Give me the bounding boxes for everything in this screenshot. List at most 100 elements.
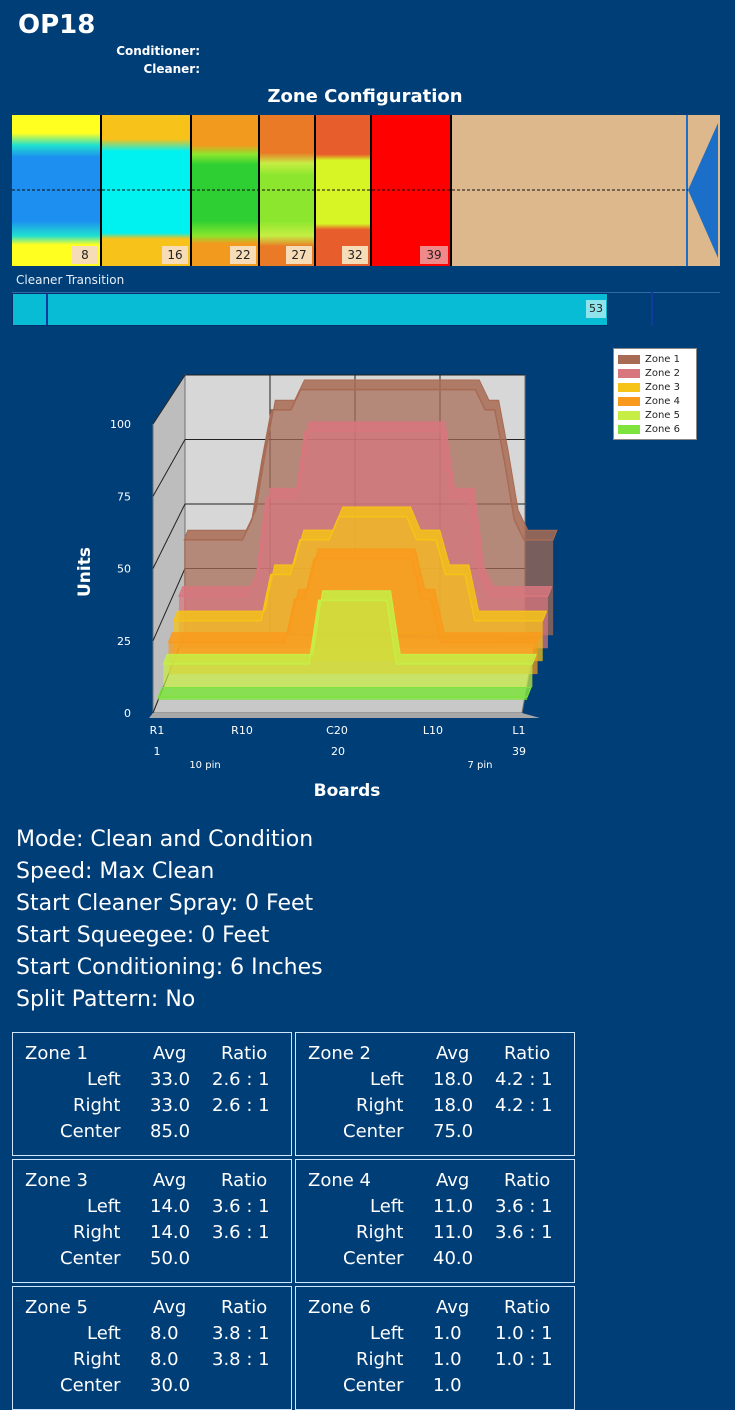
- setting-start-cleaner-spray: Start Cleaner Spray: 0 Feet: [16, 891, 314, 916]
- zone-table: Zone 3 Avg Ratio Left 14.0 3.6 : 1 Right 14.0 3.…: [12, 1159, 292, 1283]
- legend-swatch: [618, 410, 640, 420]
- zone-table-left-ratio: 2.6 : 1: [212, 1069, 270, 1090]
- y-axis-label: Units: [75, 547, 95, 597]
- zone-table-left-label: Left: [87, 1323, 121, 1344]
- zone-table-left-avg: 33.0: [150, 1069, 191, 1090]
- zone-2-fill: [102, 115, 190, 266]
- zone-4-end-board: 27: [286, 246, 312, 264]
- zone-table-right-ratio: 2.6 : 1: [212, 1095, 270, 1116]
- chart-legend: Zone 1 Zone 2 Zone 3 Zone 4 Zone 5 Zone 6: [613, 348, 697, 440]
- legend-label: Zone 2: [645, 367, 680, 379]
- x-tick-number: 20: [331, 745, 345, 758]
- legend-swatch: [618, 424, 640, 434]
- grid-line: [152, 374, 186, 425]
- grid-line: [152, 568, 186, 641]
- x-tick-label: L10: [423, 724, 443, 737]
- zone-table-center-label: Center: [60, 1121, 121, 1142]
- zone-table: Zone 1 Avg Ratio Left 33.0 2.6 : 1 Right 33.0 2.…: [12, 1032, 292, 1156]
- zone-table-right-label: Right: [73, 1095, 121, 1116]
- zone-table-left-avg: 1.0: [433, 1323, 462, 1344]
- zone-table-name: Zone 4: [308, 1170, 371, 1191]
- zone-table: Zone 4 Avg Ratio Left 11.0 3.6 : 1 Right 11.0 3.…: [295, 1159, 575, 1283]
- zone-table-left-ratio: 4.2 : 1: [495, 1069, 553, 1090]
- conditioner-label: Conditioner:: [116, 44, 200, 58]
- zone-table-center-avg: 75.0: [433, 1121, 474, 1142]
- zone-table-right-avg: 33.0: [150, 1095, 191, 1116]
- series-edge: [173, 515, 543, 622]
- legend-swatch: [618, 382, 640, 392]
- zone-table-ratio-header: Ratio: [221, 1043, 268, 1064]
- zone-table-center-avg: 30.0: [150, 1375, 191, 1396]
- zone-table-left-label: Left: [370, 1323, 404, 1344]
- zone-table-right-ratio: 1.0 : 1: [495, 1349, 553, 1370]
- zone-table-right-avg: 14.0: [150, 1222, 191, 1243]
- cleaner-transition-bar: 53: [12, 293, 608, 326]
- zone-table-right-label: Right: [73, 1349, 121, 1370]
- pin-label: 7 pin: [467, 760, 492, 771]
- zone-table-left-label: Left: [87, 1069, 121, 1090]
- legend-item: Zone 1: [618, 352, 692, 366]
- zone-6-end-board: 39: [420, 246, 448, 264]
- cleaner-end-marker: [651, 292, 653, 326]
- zone-1-end-board: 8: [72, 246, 98, 264]
- chart-floor-edge: [149, 713, 540, 718]
- zone-table-left-label: Left: [370, 1069, 404, 1090]
- zone-table-right-avg: 1.0: [433, 1349, 462, 1370]
- oil-pattern-chart: 0 25 50 75 100 Units R1 R10 C20 L10 L1 1 20 39 10 pin 7…: [75, 373, 558, 801]
- zone-table-center-label: Center: [343, 1121, 404, 1142]
- series-edge: [184, 388, 554, 541]
- zone-5-end-board: 32: [342, 246, 368, 264]
- legend-item: Zone 6: [618, 422, 692, 436]
- page-title: OP18: [18, 10, 96, 40]
- zone-table-name: Zone 3: [25, 1170, 88, 1191]
- series-area: [163, 600, 533, 688]
- y-tick-label: 25: [117, 635, 131, 648]
- legend-label: Zone 3: [645, 381, 680, 393]
- zone-2-end-board: 16: [162, 246, 188, 264]
- zone-table-right-avg: 8.0: [150, 1349, 179, 1370]
- zone-table-left-avg: 18.0: [433, 1069, 474, 1090]
- series-edge: [178, 430, 548, 597]
- y-tick-label: 100: [110, 418, 131, 431]
- legend-swatch: [618, 354, 640, 364]
- series-edge: [163, 599, 533, 665]
- zone-table-ratio-header: Ratio: [504, 1043, 551, 1064]
- legend-swatch: [618, 396, 640, 406]
- zone-table-center-avg: 40.0: [433, 1248, 474, 1269]
- zone-table-name: Zone 6: [308, 1297, 371, 1318]
- zone-table: Zone 2 Avg Ratio Left 18.0 4.2 : 1 Right 18.0 4.…: [295, 1032, 575, 1156]
- zone-table-left-avg: 14.0: [150, 1196, 191, 1217]
- zone-table-right-avg: 11.0: [433, 1222, 474, 1243]
- zone-3-end-board: 22: [230, 246, 256, 264]
- zone-table-right-label: Right: [356, 1095, 404, 1116]
- zone-table-avg-header: Avg: [153, 1297, 187, 1318]
- zone-table-center-avg: 85.0: [150, 1121, 191, 1142]
- cleaner-transition-track: [12, 292, 720, 293]
- zone-table-left-label: Left: [87, 1196, 121, 1217]
- grid-line: [152, 503, 186, 569]
- zone-table-left-ratio: 3.6 : 1: [495, 1196, 553, 1217]
- zone-table-avg-header: Avg: [153, 1043, 187, 1064]
- zone-table-avg-header: Avg: [153, 1170, 187, 1191]
- x-tick-label: R1: [150, 724, 165, 737]
- zone-table-center-avg: 50.0: [150, 1248, 191, 1269]
- y-tick-label: 0: [124, 707, 131, 720]
- zone-table-left-ratio: 3.6 : 1: [212, 1196, 270, 1217]
- zone-table: Zone 5 Avg Ratio Left 8.0 3.8 : 1 Right 8.0 3.8 …: [12, 1286, 292, 1410]
- x-tick-label: C20: [326, 724, 348, 737]
- zone-table-center-label: Center: [60, 1375, 121, 1396]
- zone-table-ratio-header: Ratio: [504, 1297, 551, 1318]
- zone-table-center-avg: 1.0: [433, 1375, 462, 1396]
- zone-configuration-title: Zone Configuration: [267, 86, 463, 107]
- legend-swatch: [618, 368, 640, 378]
- settings-list: Mode: Clean and Condition Speed: Max Cle…: [16, 824, 323, 1016]
- legend-item: Zone 5: [618, 408, 692, 422]
- cleaner-label: Cleaner:: [143, 62, 200, 76]
- setting-mode: Mode: Clean and Condition: [16, 827, 314, 852]
- legend-label: Zone 6: [645, 423, 680, 435]
- grid-line: [152, 439, 186, 497]
- zone-table-ratio-header: Ratio: [221, 1297, 268, 1318]
- x-tick-label: R10: [231, 724, 253, 737]
- zone-table-right-ratio: 3.6 : 1: [495, 1222, 553, 1243]
- zone-1-fill: [12, 115, 100, 266]
